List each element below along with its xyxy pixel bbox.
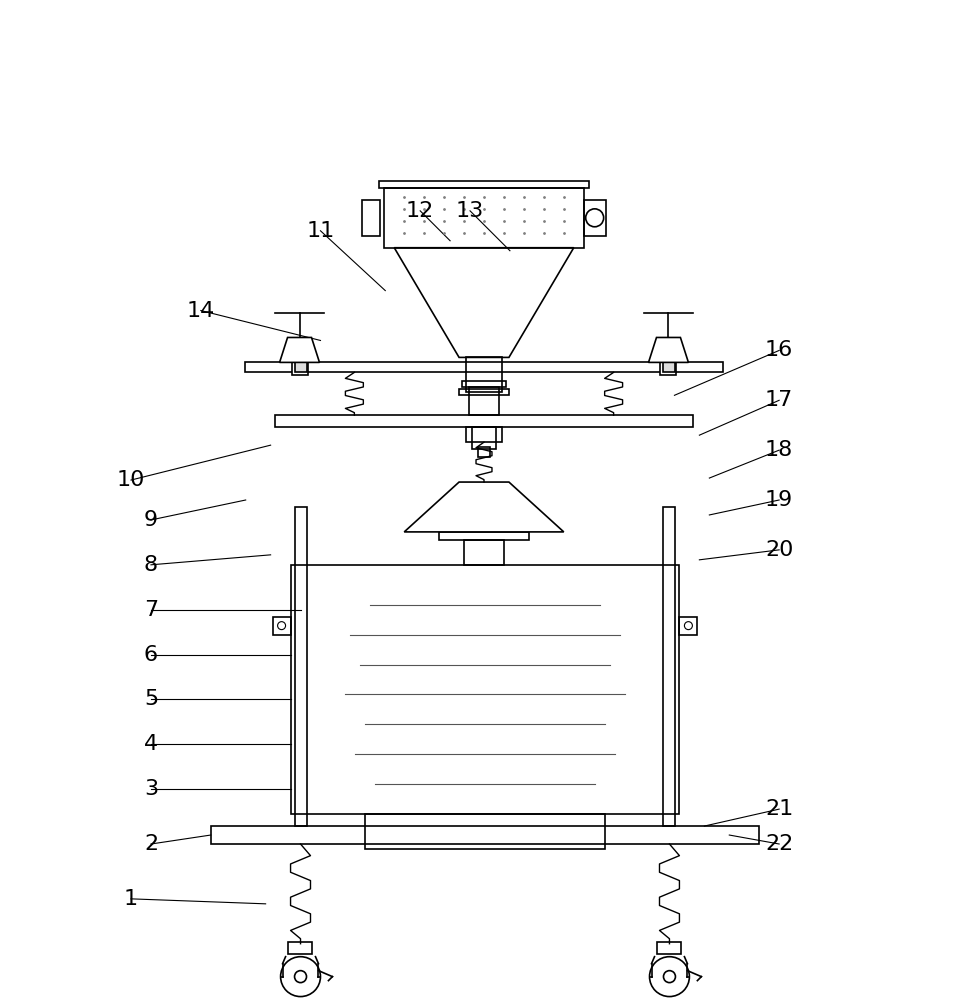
Bar <box>439 532 529 540</box>
Text: 7: 7 <box>144 600 158 620</box>
Text: 2: 2 <box>144 834 158 854</box>
Polygon shape <box>404 482 564 532</box>
Bar <box>295 362 307 372</box>
Text: 6: 6 <box>144 645 158 665</box>
Text: 5: 5 <box>144 689 158 709</box>
Text: 10: 10 <box>117 470 145 490</box>
Bar <box>384 188 584 248</box>
Circle shape <box>280 957 320 997</box>
Bar <box>379 181 589 188</box>
Polygon shape <box>395 248 573 357</box>
Bar <box>245 362 723 372</box>
Bar <box>366 814 604 849</box>
Bar <box>478 447 490 457</box>
Text: 18: 18 <box>765 440 793 460</box>
Polygon shape <box>279 337 319 362</box>
Bar <box>459 389 509 395</box>
Text: 9: 9 <box>144 510 158 530</box>
Bar <box>287 942 312 954</box>
Text: 1: 1 <box>124 889 138 909</box>
Bar <box>466 357 502 392</box>
Bar <box>462 381 506 387</box>
Bar <box>211 826 759 844</box>
Text: 8: 8 <box>144 555 158 575</box>
Text: 19: 19 <box>765 490 793 510</box>
Bar <box>469 387 499 415</box>
Bar <box>290 565 680 814</box>
Text: 22: 22 <box>765 834 793 854</box>
Polygon shape <box>649 337 689 362</box>
Text: 3: 3 <box>144 779 158 799</box>
Text: 14: 14 <box>187 301 215 321</box>
Text: 20: 20 <box>765 540 793 560</box>
Bar <box>680 617 697 635</box>
Text: 16: 16 <box>765 340 793 360</box>
Circle shape <box>650 957 689 997</box>
Text: 17: 17 <box>765 390 793 410</box>
Bar <box>275 415 693 427</box>
Text: 11: 11 <box>307 221 335 241</box>
Bar <box>363 200 380 236</box>
Bar <box>295 507 307 826</box>
Bar <box>466 427 502 442</box>
Bar <box>273 617 290 635</box>
Text: 12: 12 <box>406 201 434 221</box>
Text: 4: 4 <box>144 734 158 754</box>
Bar <box>660 361 677 375</box>
Bar <box>663 362 675 372</box>
Bar <box>464 540 504 565</box>
Bar <box>472 427 496 449</box>
Bar <box>663 507 675 826</box>
Bar <box>657 942 682 954</box>
Text: 13: 13 <box>455 201 484 221</box>
Bar <box>292 361 308 375</box>
Text: 21: 21 <box>765 799 793 819</box>
Bar <box>584 200 605 236</box>
